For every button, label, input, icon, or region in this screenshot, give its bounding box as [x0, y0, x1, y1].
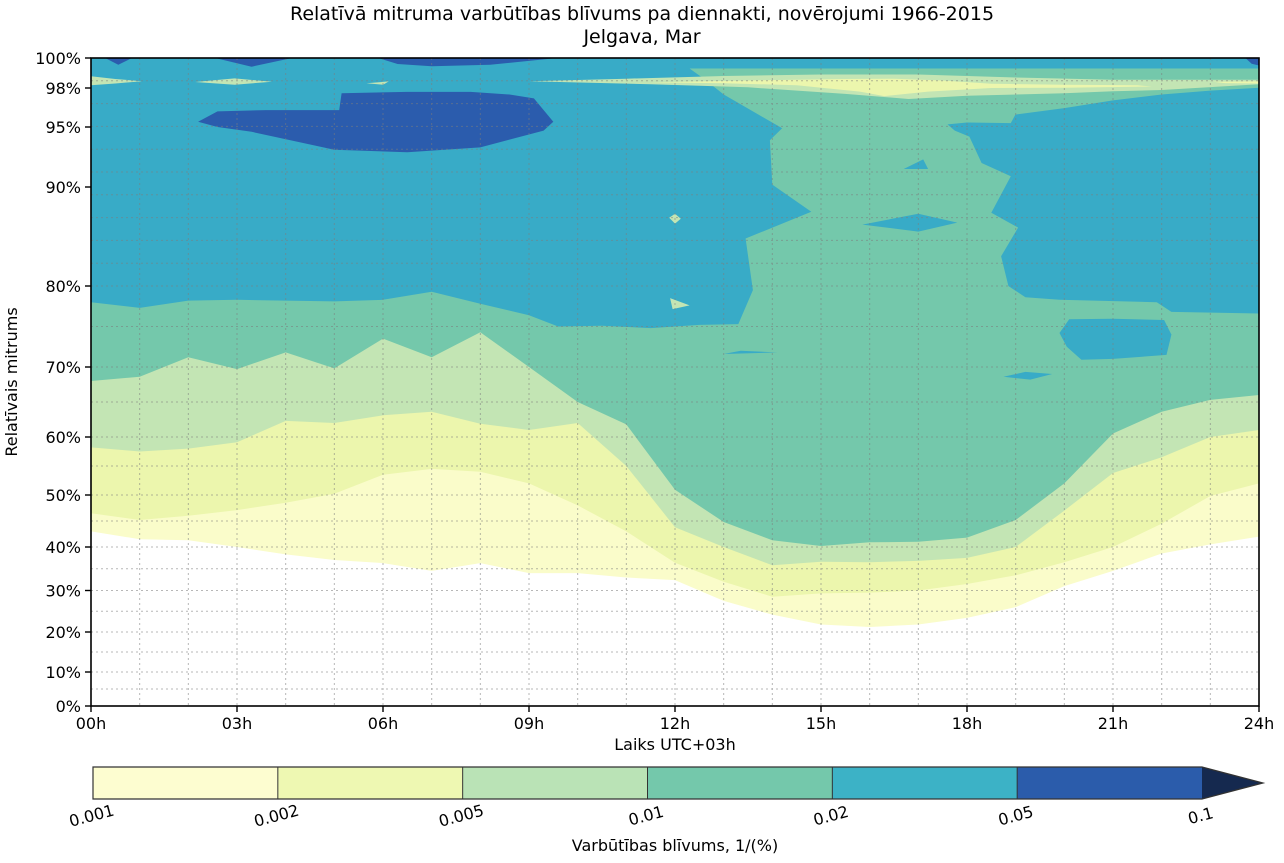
- svg-text:60%: 60%: [45, 428, 81, 447]
- colorbar-tick: 0.005: [437, 801, 486, 831]
- colorbar: 0.001 0.002 0.005 0.01 0.02 0.05 0.1 Varbūtības…: [67, 766, 1266, 855]
- colorbar-label: Varbūtības blīvums, 1/(%): [572, 836, 779, 855]
- svg-text:90%: 90%: [45, 178, 81, 197]
- svg-text:12h: 12h: [660, 714, 691, 733]
- colorbar-tick: 0.001: [67, 801, 116, 831]
- svg-text:03h: 03h: [222, 714, 253, 733]
- chart-title: Relatīvā mitruma varbūtības blīvums pa d…: [289, 3, 995, 25]
- svg-text:09h: 09h: [514, 714, 545, 733]
- svg-text:0%: 0%: [56, 697, 81, 716]
- svg-text:95%: 95%: [45, 118, 81, 137]
- svg-text:30%: 30%: [45, 582, 81, 601]
- svg-text:50%: 50%: [45, 486, 81, 505]
- svg-text:20%: 20%: [45, 623, 81, 642]
- y-axis-label: Relatīvais mitrums: [2, 307, 21, 456]
- colorbar-tick: 0.01: [626, 802, 665, 830]
- gridlines: [91, 58, 1259, 706]
- svg-text:100%: 100%: [35, 49, 81, 68]
- svg-text:06h: 06h: [368, 714, 399, 733]
- axes: 00h 03h 06h 09h 12h 15h 18h 21h 24h 0% 10% 20% 30% 40…: [2, 49, 1274, 754]
- x-axis-label: Laiks UTC+03h: [614, 735, 735, 754]
- svg-text:10%: 10%: [45, 663, 81, 682]
- svg-text:18h: 18h: [952, 714, 983, 733]
- svg-text:98%: 98%: [45, 79, 81, 98]
- svg-text:24h: 24h: [1244, 714, 1275, 733]
- colorbar-tick: 0.05: [996, 802, 1035, 830]
- chart-titles: Relatīvā mitruma varbūtības blīvums pa d…: [0, 2, 1284, 48]
- svg-text:80%: 80%: [45, 277, 81, 296]
- svg-text:40%: 40%: [45, 538, 81, 557]
- colorbar-tick: 0.1: [1186, 803, 1216, 828]
- svg-text:15h: 15h: [806, 714, 837, 733]
- svg-text:00h: 00h: [76, 714, 107, 733]
- colorbar-tick: 0.02: [811, 802, 850, 830]
- svg-text:21h: 21h: [1098, 714, 1129, 733]
- chart-subtitle: Jelgava, Mar: [583, 26, 701, 48]
- colorbar-tick: 0.002: [252, 801, 301, 831]
- svg-text:70%: 70%: [45, 358, 81, 377]
